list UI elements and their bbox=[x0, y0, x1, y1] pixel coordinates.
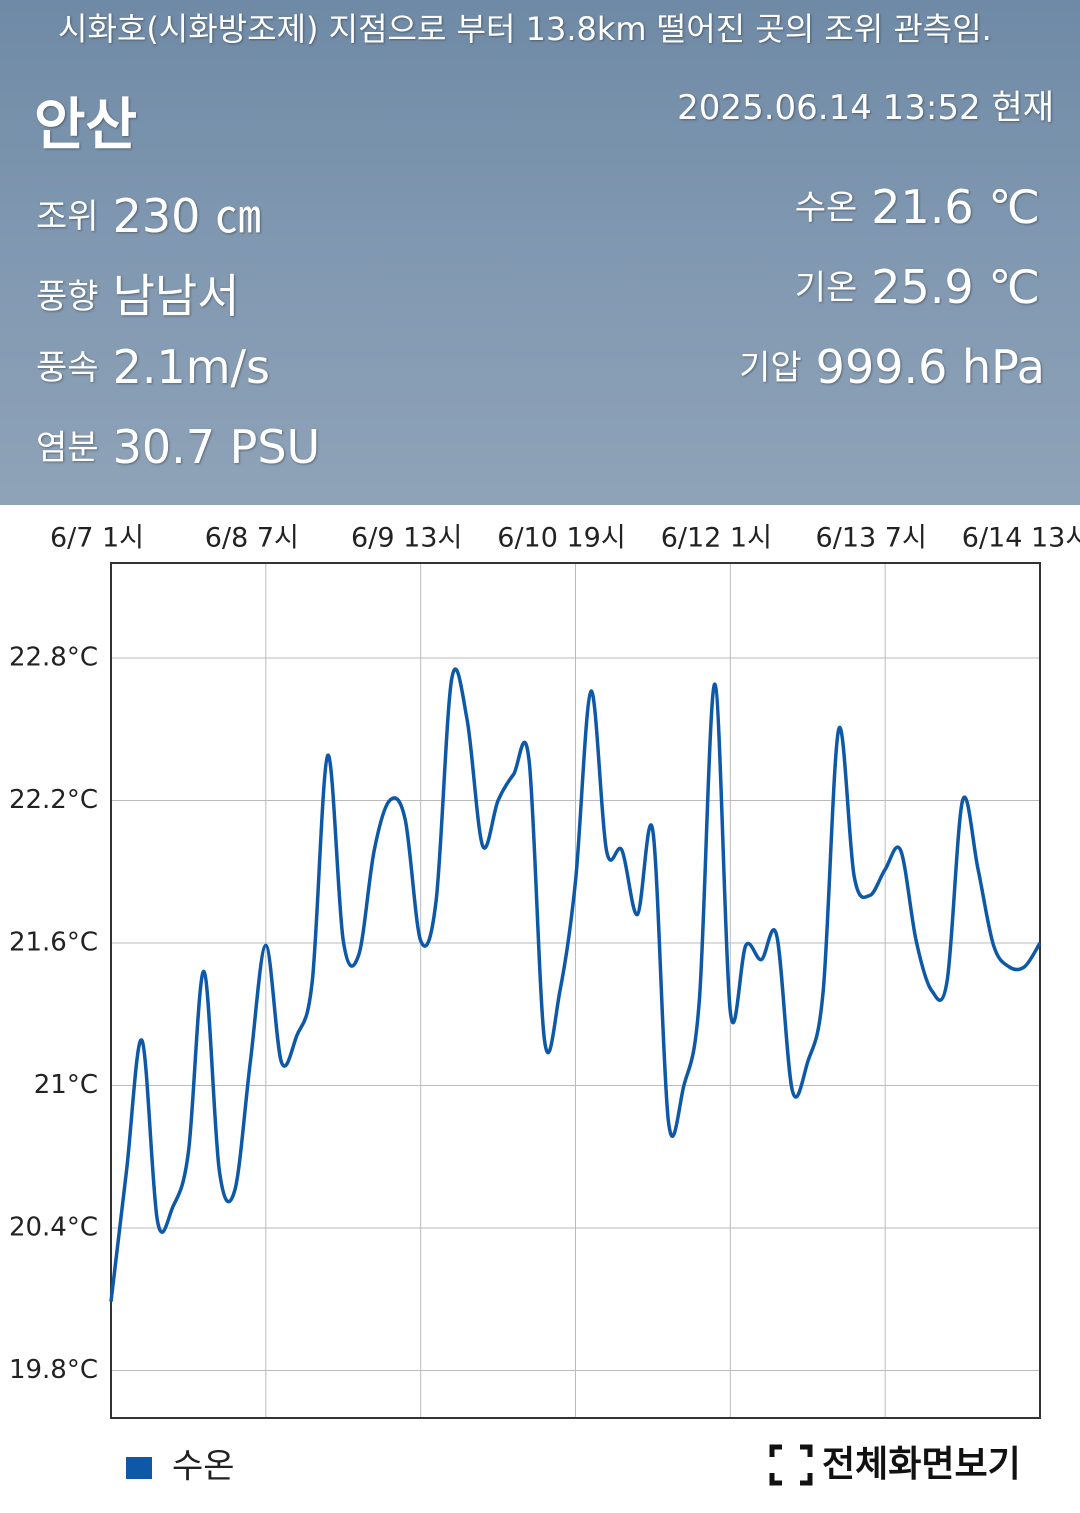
legend-swatch bbox=[126, 1457, 152, 1479]
info-value: 999.6 hPa bbox=[815, 340, 1045, 394]
x-tick-label: 6/14 13시 bbox=[962, 523, 1080, 554]
x-tick-label: 6/7 1시 bbox=[50, 523, 144, 554]
y-tick-label: 22.2°C bbox=[9, 785, 98, 815]
y-tick-label: 19.8°C bbox=[9, 1355, 98, 1385]
info-label: 풍속 bbox=[36, 348, 99, 388]
x-tick-label: 6/12 1시 bbox=[661, 523, 772, 554]
info-item: 풍속 2.1m/s bbox=[36, 340, 270, 394]
info-value: 21.6 ℃ bbox=[871, 180, 1040, 234]
x-tick-label: 6/8 7시 bbox=[205, 523, 299, 554]
fullscreen-button[interactable]: 전체화면보기 bbox=[769, 1444, 1021, 1486]
info-label: 기압 bbox=[739, 348, 802, 388]
info-label: 풍향 bbox=[36, 277, 99, 317]
info-value: 25.9 ℃ bbox=[871, 260, 1040, 314]
info-item: 기온 25.9 ℃ bbox=[795, 260, 1040, 314]
x-tick-label: 6/9 13시 bbox=[351, 523, 462, 554]
y-tick-label: 21.6°C bbox=[9, 928, 98, 958]
info-value: 남남서 bbox=[112, 269, 240, 323]
info-item: 조위 230 ㎝ bbox=[36, 180, 261, 246]
fullscreen-icon[interactable] bbox=[769, 1444, 813, 1486]
info-value: 230 ㎝ bbox=[112, 189, 261, 243]
legend-label: 수온 bbox=[172, 1447, 235, 1487]
info-item: 염분 30.7 PSU bbox=[36, 420, 320, 474]
notice: 시화호(시화방조제) 지점으로 부터 13.8km 떨어진 곳의 조위 관측임. bbox=[58, 10, 992, 48]
info-label: 조위 bbox=[36, 197, 99, 237]
station: 안산 bbox=[34, 93, 138, 158]
timestamp: 2025.06.14 13:52 현재 bbox=[677, 88, 1054, 128]
info-item: 수온 21.6 ℃ bbox=[795, 180, 1040, 234]
y-tick-label: 21°C bbox=[34, 1070, 98, 1100]
weather-header: 시화호(시화방조제) 지점으로 부터 13.8km 떨어진 곳의 조위 관측임.… bbox=[0, 0, 1080, 505]
fullscreen-label[interactable]: 전체화면보기 bbox=[822, 1444, 1021, 1485]
y-tick-label: 20.4°C bbox=[9, 1213, 98, 1243]
x-tick-label: 6/13 7시 bbox=[816, 523, 927, 554]
info-label: 기온 bbox=[794, 268, 858, 308]
y-tick-label: 22.8°C bbox=[9, 643, 98, 673]
info-label: 염분 bbox=[36, 428, 99, 468]
plot-frame bbox=[110, 562, 1041, 1419]
info-item: 풍향 남남서 bbox=[36, 260, 240, 326]
info-item: 기압 999.6 hPa bbox=[739, 340, 1045, 394]
series-line bbox=[109, 667, 1042, 1302]
info-label: 수온 bbox=[794, 188, 858, 228]
x-tick-label: 6/10 19시 bbox=[497, 523, 625, 554]
info-value: 2.1m/s bbox=[112, 340, 270, 394]
info-value: 30.7 PSU bbox=[112, 420, 321, 474]
